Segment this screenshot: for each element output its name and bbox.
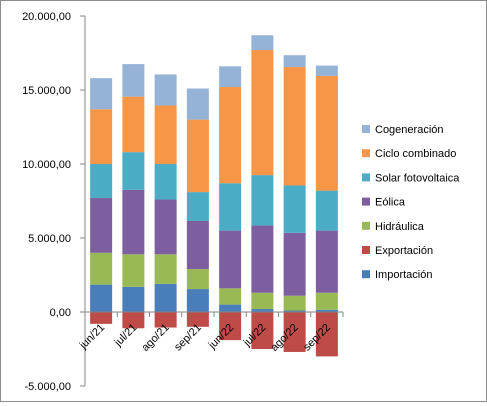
y-tick-label: 0,00	[50, 307, 71, 319]
bar-segment	[90, 198, 113, 253]
y-tick-label: 5.000,00	[28, 233, 71, 245]
bar-segment	[283, 67, 306, 186]
bar-segment	[315, 309, 338, 312]
bar-segment	[90, 78, 113, 110]
bar-segment	[186, 220, 209, 270]
bar-segment	[283, 55, 306, 68]
bar-segment	[122, 254, 145, 287]
legend-label: Cogeneración	[375, 124, 444, 136]
bar-segment	[186, 269, 209, 290]
legend-swatch	[362, 246, 370, 254]
bar-segment	[219, 183, 242, 231]
bar-segment	[219, 312, 242, 341]
bar-segment	[122, 286, 145, 312]
bar-segment	[219, 230, 242, 289]
bar-segment	[186, 312, 209, 327]
bar-segment	[315, 65, 338, 76]
y-tick-label: 15.000,00	[22, 85, 71, 97]
legend-swatch	[362, 125, 370, 133]
bar-segment	[90, 284, 113, 312]
bar-segment	[154, 199, 177, 255]
bar-segment	[154, 105, 177, 164]
legend-swatch	[362, 197, 370, 206]
bar-segment	[186, 192, 209, 221]
legend-label: Solar fotovoltaica	[375, 172, 460, 184]
legend-label: Hidráulica	[375, 221, 425, 233]
bar-segment	[154, 312, 177, 328]
legend-swatch	[362, 221, 370, 230]
legend-swatch	[362, 149, 370, 158]
legend-label: Eólica	[375, 197, 406, 209]
bar-segment	[219, 66, 242, 88]
bar-segment	[186, 88, 209, 120]
bar-segment	[283, 310, 306, 312]
bar-segment	[90, 252, 113, 285]
bar-segment	[283, 295, 306, 311]
bar-segment	[315, 190, 338, 231]
bar-segment	[154, 74, 177, 106]
bar-segment	[122, 96, 145, 153]
legend-label: Importación	[375, 269, 432, 281]
legend-swatch	[362, 270, 370, 279]
bar-segment	[219, 304, 242, 312]
bar-segment	[186, 119, 209, 193]
y-tick-label: 10.000,00	[22, 159, 71, 171]
bar-segment	[251, 309, 274, 312]
bar-segment	[90, 109, 113, 164]
legend-label: Ciclo combinado	[375, 148, 456, 160]
bar-segment	[315, 312, 338, 357]
bar-segment	[90, 164, 113, 199]
bar-segment	[154, 254, 177, 284]
legend-label: Exportación	[375, 245, 433, 257]
y-tick-label: -5.000,00	[25, 381, 71, 393]
bar-segment	[315, 75, 338, 191]
bar-segment	[154, 283, 177, 312]
bar-segment	[283, 232, 306, 296]
bar-segment	[122, 64, 145, 97]
bar-segment	[283, 312, 306, 352]
bar-segment	[315, 292, 338, 310]
bar-segment	[186, 289, 209, 312]
bar-segment	[219, 288, 242, 305]
bar-segment	[122, 312, 145, 329]
bar-segment	[122, 152, 145, 190]
bar-segment	[90, 312, 113, 324]
bar-segment	[122, 189, 145, 255]
bar-segment	[251, 292, 274, 310]
x-tick-label: jun/21	[77, 322, 107, 352]
bar-segment	[251, 312, 274, 349]
y-tick-label: 20.000,00	[22, 11, 71, 23]
bar-segment	[251, 50, 274, 176]
bar-segment	[154, 164, 177, 200]
bar-segment	[251, 225, 274, 293]
bar-segment	[283, 185, 306, 233]
bar-segment	[315, 230, 338, 293]
bar-segment	[251, 175, 274, 226]
legend-swatch	[362, 173, 370, 182]
bar-segment	[251, 35, 274, 51]
bar-segment	[219, 87, 242, 184]
